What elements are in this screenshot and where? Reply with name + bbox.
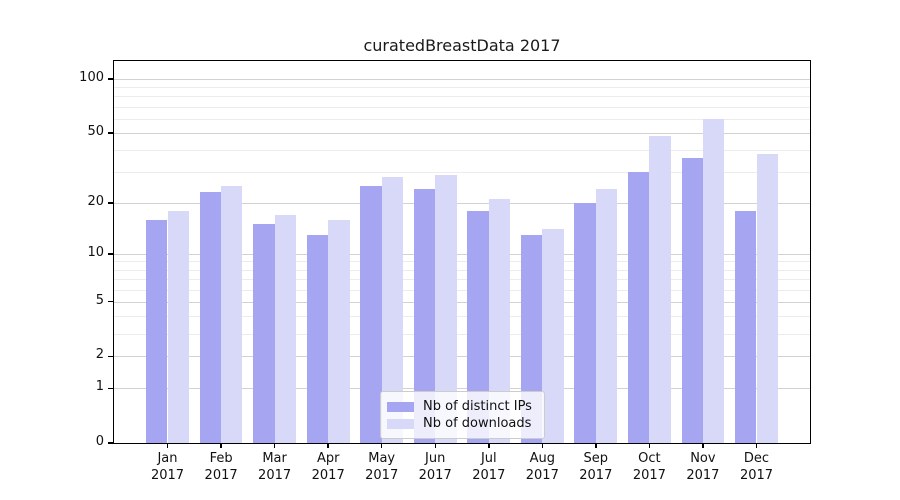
x-tick: [434, 443, 436, 448]
x-tick-label: Jan 2017: [150, 451, 185, 483]
chart-title: curatedBreastData 2017: [363, 36, 561, 55]
x-tick: [488, 443, 490, 448]
legend-row: Nb of downloads: [387, 415, 536, 432]
bar-nov-downloads: [702, 118, 725, 443]
minor-gridline: [114, 316, 810, 318]
minor-gridline: [114, 172, 810, 174]
x-tick-label: Apr 2017: [311, 451, 345, 483]
bar-oct-distinct-ips: [628, 172, 650, 443]
bar-sep-downloads: [595, 189, 618, 443]
minor-gridline: [114, 269, 810, 271]
x-tick-label: Jun 2017: [418, 451, 452, 483]
bar-jul-distinct-ips: [467, 210, 489, 443]
bar-mar-downloads: [274, 215, 296, 443]
y-tick-label: 50: [87, 123, 104, 139]
y-tick: [108, 78, 113, 80]
y-tick: [108, 442, 113, 444]
y-tick: [108, 253, 113, 255]
x-tick-label: Feb 2017: [204, 451, 238, 483]
bar-jan-distinct-ips: [146, 219, 168, 443]
x-tick: [595, 443, 597, 448]
bar-oct-downloads: [649, 136, 671, 443]
bar-jun-distinct-ips: [413, 189, 436, 443]
bar-may-downloads: [381, 177, 404, 443]
major-gridline: [114, 202, 810, 204]
y-tick: [108, 300, 113, 303]
minor-gridline: [114, 106, 810, 108]
x-tick: [327, 443, 329, 448]
major-gridline: [114, 356, 810, 358]
y-tick-label: 100: [79, 70, 104, 85]
x-tick-label: May 2017: [365, 451, 399, 483]
minor-gridline: [114, 289, 810, 291]
major-gridline: [114, 301, 810, 303]
legend-swatch-distinct-ips: [387, 401, 414, 412]
x-tick-label: Oct 2017: [632, 451, 666, 483]
y-tick-label: 5: [95, 292, 104, 308]
x-tick: [648, 443, 651, 448]
y-tick: [108, 387, 113, 390]
x-tick-label: Jul 2017: [472, 451, 506, 483]
bar-apr-downloads: [328, 219, 350, 443]
major-gridline: [114, 253, 810, 255]
y-tick-label: 20: [87, 193, 104, 209]
x-tick-label: Mar 2017: [258, 451, 292, 483]
bar-dec-distinct-ips: [735, 210, 757, 443]
bar-feb-distinct-ips: [199, 192, 222, 443]
x-tick: [220, 443, 222, 448]
bar-jul-downloads: [488, 199, 511, 443]
y-tick-label: 0: [95, 434, 104, 449]
bar-jan-downloads: [167, 210, 189, 443]
y-tick: [108, 355, 113, 358]
x-tick-label: Sep 2017: [579, 451, 613, 483]
bar-aug-downloads: [542, 229, 564, 443]
x-tick: [273, 443, 276, 448]
bar-feb-downloads: [221, 186, 243, 443]
x-tick: [166, 443, 169, 448]
plot-area: [114, 61, 810, 443]
bar-dec-downloads: [756, 154, 778, 443]
x-tick-label: Nov 2017: [686, 451, 720, 483]
bar-mar-distinct-ips: [253, 224, 275, 443]
major-gridline: [114, 79, 810, 80]
legend-label-distinct-ips: Nb of distinct IPs: [423, 399, 532, 414]
major-gridline: [114, 388, 810, 390]
x-tick: [702, 443, 704, 448]
bar-jun-downloads: [435, 174, 457, 443]
minor-gridline: [114, 261, 810, 263]
y-tick-label: 2: [95, 347, 104, 363]
legend-swatch-downloads: [387, 418, 414, 429]
y-tick: [108, 202, 113, 204]
bar-aug-distinct-ips: [520, 234, 543, 443]
x-tick-label: Aug 2017: [525, 451, 559, 483]
legend: Nb of distinct IPs Nb of downloads: [380, 391, 545, 439]
y-tick-label: 1: [95, 379, 104, 395]
legend-row: Nb of distinct IPs: [387, 398, 536, 415]
minor-gridline: [114, 150, 810, 152]
minor-gridline: [114, 118, 810, 120]
minor-gridline: [114, 279, 810, 280]
minor-gridline: [114, 333, 810, 335]
minor-gridline: [114, 87, 810, 89]
y-tick: [108, 132, 113, 134]
y-tick-label: 10: [87, 244, 104, 260]
x-tick: [755, 443, 758, 448]
minor-gridline: [114, 96, 810, 98]
major-gridline: [114, 132, 810, 134]
bar-may-distinct-ips: [360, 186, 382, 443]
bar-nov-distinct-ips: [681, 158, 703, 443]
legend-label-downloads: Nb of downloads: [423, 416, 532, 431]
x-tick: [541, 443, 544, 448]
bar-sep-distinct-ips: [574, 202, 596, 443]
bar-apr-distinct-ips: [306, 234, 329, 443]
x-tick-label: Dec 2017: [739, 451, 774, 483]
x-tick: [380, 443, 383, 448]
